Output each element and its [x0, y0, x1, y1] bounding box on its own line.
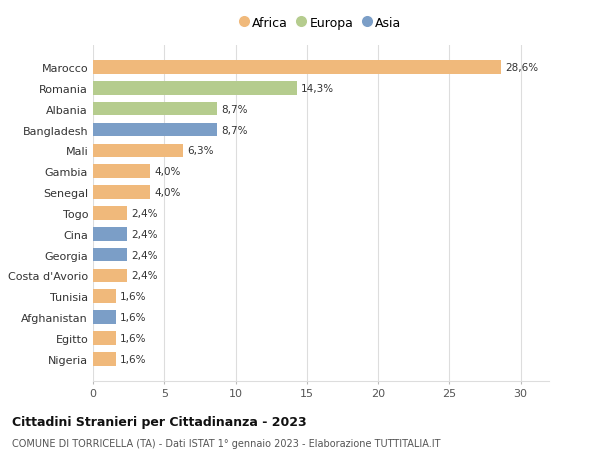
Text: 14,3%: 14,3%: [301, 84, 334, 94]
Text: 2,4%: 2,4%: [131, 250, 158, 260]
Text: 1,6%: 1,6%: [120, 333, 146, 343]
Bar: [93, 248, 127, 262]
Bar: [93, 103, 217, 116]
Text: 8,7%: 8,7%: [221, 125, 248, 135]
Bar: [93, 123, 217, 137]
Bar: [93, 228, 127, 241]
Bar: [93, 311, 116, 324]
Text: 1,6%: 1,6%: [120, 313, 146, 322]
Bar: [93, 290, 116, 303]
Text: Cittadini Stranieri per Cittadinanza - 2023: Cittadini Stranieri per Cittadinanza - 2…: [12, 415, 307, 428]
Bar: [93, 207, 127, 220]
Text: 1,6%: 1,6%: [120, 291, 146, 302]
Bar: [93, 352, 116, 366]
Bar: [93, 165, 150, 179]
Text: 4,0%: 4,0%: [154, 188, 181, 198]
Text: 4,0%: 4,0%: [154, 167, 181, 177]
Text: 1,6%: 1,6%: [120, 354, 146, 364]
Text: 28,6%: 28,6%: [505, 63, 538, 73]
Text: 2,4%: 2,4%: [131, 229, 158, 239]
Bar: [93, 331, 116, 345]
Text: 2,4%: 2,4%: [131, 208, 158, 218]
Bar: [93, 144, 183, 158]
Text: 2,4%: 2,4%: [131, 271, 158, 281]
Text: COMUNE DI TORRICELLA (TA) - Dati ISTAT 1° gennaio 2023 - Elaborazione TUTTITALIA: COMUNE DI TORRICELLA (TA) - Dati ISTAT 1…: [12, 438, 440, 448]
Text: 8,7%: 8,7%: [221, 105, 248, 114]
Bar: [93, 269, 127, 283]
Legend: Africa, Europa, Asia: Africa, Europa, Asia: [236, 12, 406, 35]
Bar: [93, 61, 500, 75]
Bar: [93, 186, 150, 199]
Text: 6,3%: 6,3%: [187, 146, 214, 156]
Bar: [93, 82, 297, 95]
